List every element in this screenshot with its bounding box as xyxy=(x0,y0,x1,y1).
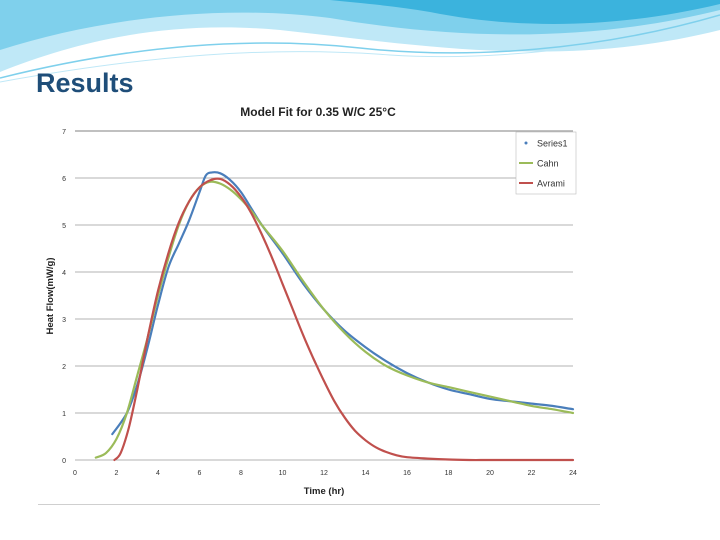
legend: Series1 Cahn Avrami xyxy=(515,131,577,195)
y-tick-label-4: 4 xyxy=(62,270,66,277)
y-tick-label-1: 1 xyxy=(62,411,66,418)
y-tick-label-2: 2 xyxy=(62,364,66,371)
header-wave-dark xyxy=(330,0,720,24)
x-axis-label: Time (hr) xyxy=(304,486,344,497)
y-axis-label: Heat Flow(mW/g) xyxy=(45,257,56,334)
x-tick-label-14: 14 xyxy=(362,470,370,477)
gridlines xyxy=(75,130,573,461)
x-tick-label-10: 10 xyxy=(279,470,287,477)
x-tick-label-20: 20 xyxy=(486,470,494,477)
chart-title: Model Fit for 0.35 W/C 25°C xyxy=(240,105,396,119)
y-tick-label-3: 3 xyxy=(62,317,66,324)
series-line-series1 xyxy=(111,171,575,436)
x-tick-label-8: 8 xyxy=(239,470,243,477)
legend-label-avrami: Avrami xyxy=(537,179,565,189)
header-wave-line xyxy=(0,14,720,79)
x-tick-label-12: 12 xyxy=(320,470,328,477)
x-tick-label-24: 24 xyxy=(569,470,577,477)
y-tick-label-6: 6 xyxy=(62,176,66,183)
header-wave-line-2 xyxy=(0,21,720,83)
series-line-avrami xyxy=(113,177,575,462)
chart-container: Model Fit for 0.35 W/C 25°C Time (hr) He… xyxy=(38,96,600,505)
legend-label-series1: Series1 xyxy=(537,139,568,149)
legend-label-cahn: Cahn xyxy=(537,159,559,169)
y-tick-label-5: 5 xyxy=(62,223,66,230)
x-tick-label-16: 16 xyxy=(403,470,411,477)
legend-swatch-series1 xyxy=(524,141,528,145)
slide-title: Results xyxy=(36,68,134,98)
x-tick-label-2: 2 xyxy=(115,470,119,477)
x-tick-label-18: 18 xyxy=(445,470,453,477)
x-tick-label-0: 0 xyxy=(73,470,77,477)
x-tick-label-4: 4 xyxy=(156,470,160,477)
series-lines xyxy=(94,171,575,462)
y-tick-label-7: 7 xyxy=(62,129,66,136)
x-tick-label-22: 22 xyxy=(528,470,536,477)
header-wave-decoration xyxy=(0,0,720,83)
x-tick-label-6: 6 xyxy=(198,470,202,477)
heat-flow-chart: Model Fit for 0.35 W/C 25°C Time (hr) He… xyxy=(45,105,577,497)
y-tick-label-0: 0 xyxy=(62,458,66,465)
